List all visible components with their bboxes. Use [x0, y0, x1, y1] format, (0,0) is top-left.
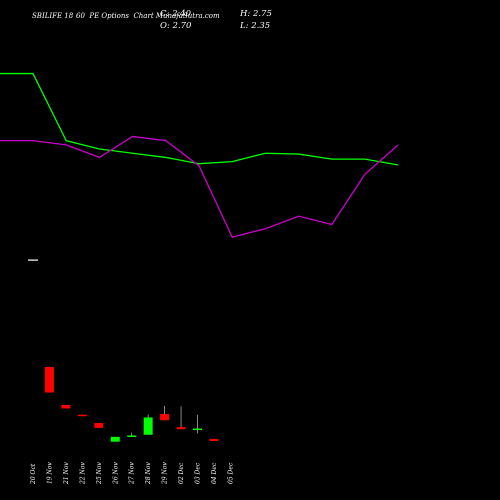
- candle-body: [94, 423, 104, 428]
- candle-body: [193, 428, 202, 431]
- x-tick-label: 19 Nov: [46, 462, 53, 484]
- x-axis-ticks: 20 Oct 19 Nov 21 Nov 22 Nov 25 Nov 26 Nov 27 N…: [30, 462, 234, 485]
- candle-25-nov: [94, 423, 104, 428]
- candle-04-dec: [209, 438, 219, 441]
- candle-body: [143, 417, 153, 435]
- magenta-indicator-line: [0, 135, 399, 238]
- candle-21-nov: [61, 405, 71, 409]
- candle-body: [44, 366, 54, 393]
- x-tick-label: 29 Nov: [162, 462, 169, 485]
- low-value: L: 2.35: [240, 21, 271, 31]
- x-tick-label: 28 Nov: [145, 462, 152, 485]
- high-value: H: 2.75: [240, 9, 272, 19]
- candle-27-nov: [127, 432, 137, 437]
- candles: [28, 259, 219, 442]
- candle-body: [127, 435, 137, 437]
- candle-19-nov: [44, 366, 54, 393]
- candle-22-nov: [77, 414, 87, 417]
- chart-symbol: SBILIFE 18: [32, 12, 74, 20]
- x-tick-label: 05 Dec: [227, 462, 234, 484]
- candle-body: [61, 405, 71, 409]
- x-tick-label: 03 Dec: [195, 462, 202, 484]
- x-tick-label: 21 Nov: [63, 462, 70, 485]
- x-tick-label: 02 Dec: [178, 462, 185, 484]
- close-value: C: 2.40: [160, 9, 191, 19]
- candle-body: [160, 414, 170, 421]
- candle-body: [176, 427, 186, 430]
- x-tick-label: 20 Oct: [30, 463, 37, 485]
- candle-29-nov: [160, 405, 170, 421]
- candle-28-nov: [143, 414, 153, 435]
- x-tick-label: 27 Nov: [129, 462, 136, 485]
- candle-body: [28, 259, 38, 261]
- indicator-lines: [0, 72, 399, 238]
- candle-20-oct: [28, 259, 38, 261]
- x-tick-label: 04 Dec: [211, 462, 218, 484]
- candle-03-dec: [193, 414, 202, 434]
- x-tick-label: 22 Nov: [79, 462, 86, 485]
- x-tick-label: 26 Nov: [112, 462, 119, 485]
- candle-26-nov: [110, 436, 120, 442]
- x-tick-label: 25 Nov: [96, 462, 103, 485]
- candle-02-dec: [176, 406, 186, 430]
- chart-title: 60 PE Options Chart MunafaSutra.com: [76, 12, 220, 20]
- open-value: O: 2.70: [160, 21, 192, 31]
- green-indicator-line: [0, 72, 399, 166]
- candle-body: [77, 414, 87, 417]
- candle-body: [209, 438, 219, 441]
- candle-body: [110, 436, 120, 442]
